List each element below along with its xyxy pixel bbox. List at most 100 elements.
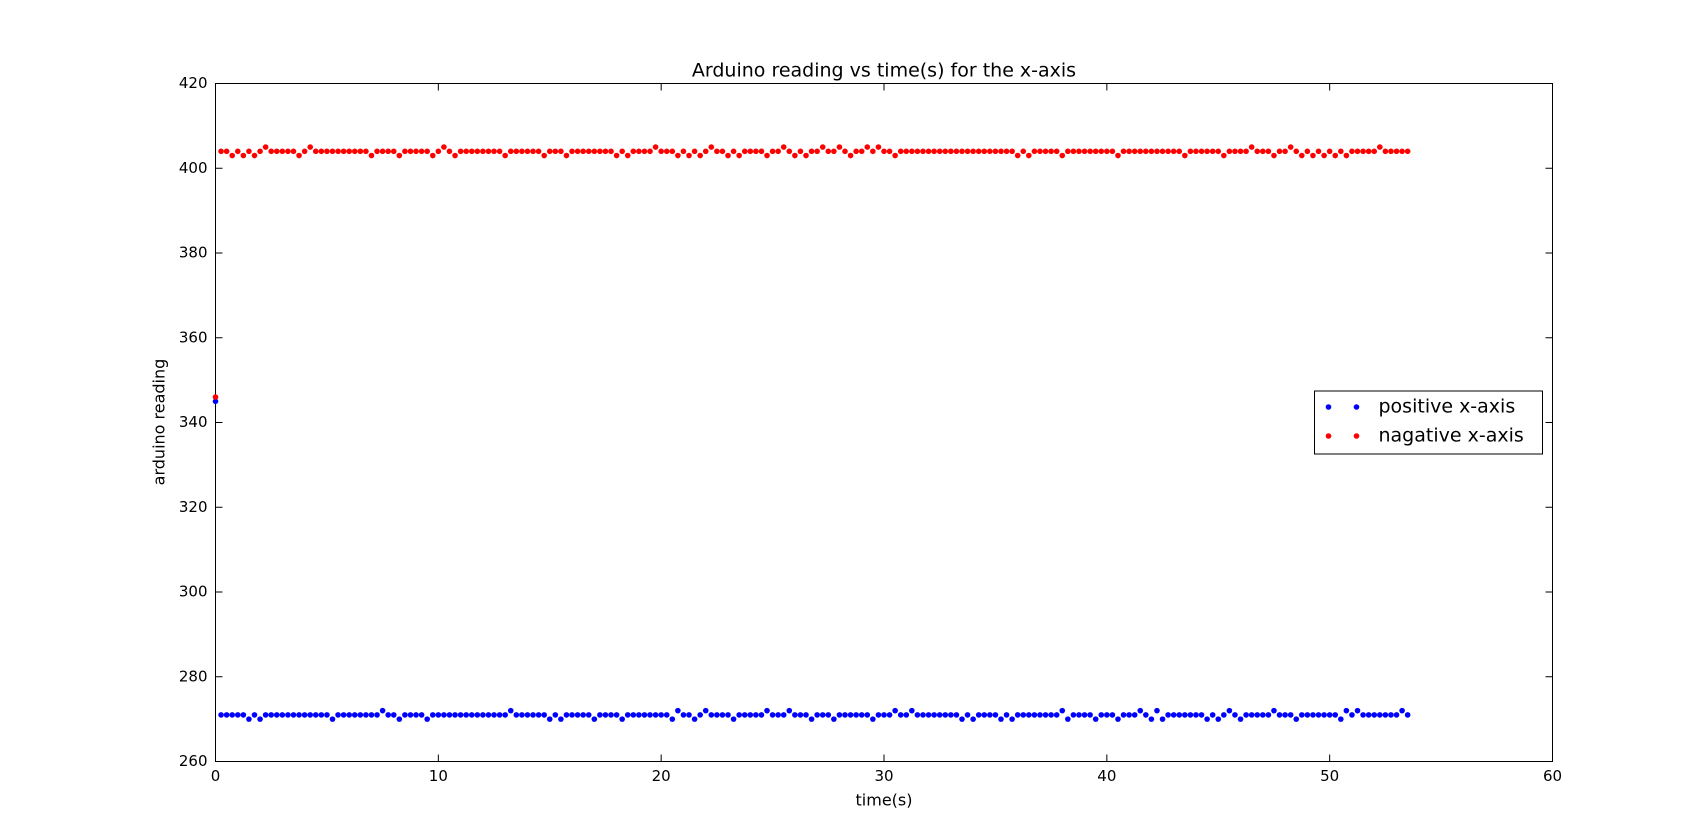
data-point xyxy=(1053,148,1060,155)
data-point xyxy=(942,148,949,155)
data-point xyxy=(1020,712,1027,718)
data-point xyxy=(1087,148,1093,155)
data-point xyxy=(736,712,742,718)
data-point xyxy=(223,148,230,155)
data-point xyxy=(212,394,219,400)
legend-box xyxy=(1314,390,1543,455)
data-point xyxy=(452,712,458,718)
data-point xyxy=(374,712,380,718)
data-point xyxy=(1143,712,1149,718)
data-point xyxy=(257,716,263,722)
data-point xyxy=(290,148,297,155)
y-tick-label: 340 xyxy=(179,413,208,431)
x-tick-label: 0 xyxy=(211,767,221,785)
data-point xyxy=(535,712,542,718)
data-point xyxy=(797,712,804,718)
x-tick-label: 30 xyxy=(874,767,893,785)
data-point xyxy=(1204,716,1210,722)
data-point xyxy=(385,148,391,155)
data-point xyxy=(1065,716,1071,722)
data-point xyxy=(1326,148,1333,155)
data-point xyxy=(741,712,748,718)
data-point xyxy=(524,712,531,718)
data-point xyxy=(747,712,754,718)
data-point xyxy=(463,712,469,718)
data-point xyxy=(1109,712,1116,718)
data-point xyxy=(1315,712,1322,718)
data-point xyxy=(474,712,481,718)
data-point xyxy=(975,148,982,155)
data-point xyxy=(1221,152,1227,159)
data-point xyxy=(758,712,765,718)
data-point xyxy=(234,148,241,155)
data-point xyxy=(273,148,280,155)
data-point xyxy=(502,712,508,718)
data-point xyxy=(574,712,581,718)
data-point xyxy=(318,148,325,155)
data-point xyxy=(1287,144,1294,150)
data-point xyxy=(903,148,910,155)
data-point xyxy=(257,148,263,155)
data-point xyxy=(753,712,759,718)
data-point xyxy=(1104,712,1110,718)
data-point xyxy=(301,148,308,155)
data-point xyxy=(552,712,559,718)
x-tick-label: 40 xyxy=(1097,767,1116,785)
data-point xyxy=(769,148,776,155)
data-point xyxy=(1265,712,1272,718)
data-point xyxy=(1365,712,1372,718)
data-point xyxy=(396,716,403,722)
data-point xyxy=(463,148,469,155)
data-point xyxy=(1382,148,1389,155)
data-point xyxy=(385,712,391,718)
data-point xyxy=(446,148,453,155)
data-point xyxy=(251,712,258,718)
data-point xyxy=(407,712,414,718)
data-point xyxy=(1115,716,1121,722)
data-point xyxy=(1338,148,1344,155)
data-point xyxy=(714,712,720,718)
data-point xyxy=(457,148,464,155)
data-point xyxy=(936,712,943,718)
data-point xyxy=(814,148,820,155)
data-point xyxy=(1310,712,1316,718)
data-point xyxy=(970,148,976,155)
data-point xyxy=(1098,148,1105,155)
data-point xyxy=(591,716,598,722)
data-point xyxy=(1354,707,1361,714)
data-point xyxy=(942,712,949,718)
data-point xyxy=(686,712,692,718)
data-point xyxy=(1059,707,1066,714)
data-point xyxy=(1176,712,1183,718)
y-tick-label: 360 xyxy=(179,328,208,346)
data-point xyxy=(1042,712,1049,718)
data-point xyxy=(1026,712,1032,718)
data-point xyxy=(630,712,637,718)
data-point xyxy=(363,712,369,718)
data-point xyxy=(485,148,492,155)
data-point xyxy=(652,712,659,718)
data-point xyxy=(1237,716,1244,722)
data-point xyxy=(324,148,330,155)
data-point xyxy=(925,148,932,155)
data-point xyxy=(981,148,988,155)
data-point xyxy=(1315,148,1322,155)
data-point xyxy=(613,712,620,718)
data-point xyxy=(597,712,603,718)
y-tick-label: 420 xyxy=(179,74,208,92)
data-point xyxy=(808,716,815,722)
data-point xyxy=(836,144,843,150)
data-point xyxy=(925,712,932,718)
data-point xyxy=(920,712,926,718)
data-point xyxy=(886,712,893,718)
data-point xyxy=(758,148,765,155)
data-point xyxy=(1304,148,1311,155)
data-point xyxy=(301,712,308,718)
data-point xyxy=(1003,148,1010,155)
data-point xyxy=(480,148,486,155)
data-point xyxy=(379,707,386,714)
data-point xyxy=(229,152,236,159)
data-point xyxy=(441,712,447,718)
data-point xyxy=(736,152,742,159)
data-point xyxy=(1104,148,1110,155)
